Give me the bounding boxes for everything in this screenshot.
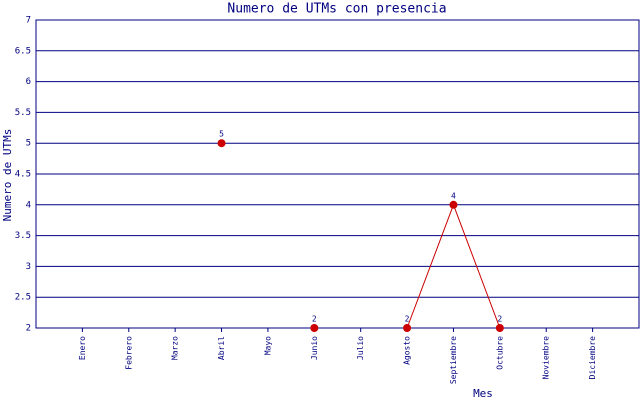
y-tick-label: 4.5 <box>15 170 31 180</box>
data-label: 2 <box>312 315 317 324</box>
data-label: 2 <box>497 315 502 324</box>
x-tick-label: Julio <box>356 336 365 360</box>
x-tick-label: Noviembre <box>542 336 551 380</box>
x-tick-label: Septiembre <box>449 336 458 384</box>
y-tick-label: 3.5 <box>15 231 31 241</box>
data-point <box>403 324 412 332</box>
x-tick-label: Mayo <box>263 336 272 355</box>
data-point <box>495 324 504 332</box>
y-tick-label: 6.5 <box>15 46 31 56</box>
x-tick-label: Abril <box>217 336 226 360</box>
data-label: 5 <box>219 130 224 139</box>
y-tick-label: 5.5 <box>15 108 31 118</box>
chart-title: Numero de UTMs con presencia <box>227 2 446 17</box>
x-tick-label: Diciembre <box>588 336 597 380</box>
data-point <box>310 324 319 332</box>
y-tick-label: 2.5 <box>15 293 31 303</box>
data-label: 2 <box>405 315 410 324</box>
y-tick-label: 4 <box>26 200 31 210</box>
x-tick-label: Febrero <box>124 336 133 370</box>
data-label: 4 <box>451 191 456 200</box>
y-tick-label: 2 <box>26 324 31 334</box>
x-tick-label: Marzo <box>171 336 180 360</box>
x-tick-label: Octubre <box>495 336 504 370</box>
x-tick-label: Junio <box>310 336 319 360</box>
y-axis-label: Numero de UTMs <box>1 129 14 222</box>
y-tick-label: 6 <box>26 77 31 87</box>
data-point <box>217 139 226 148</box>
y-tick-label: 7 <box>26 16 31 26</box>
x-tick-label: Enero <box>78 336 87 360</box>
x-tick-label: Agosto <box>403 336 412 365</box>
y-tick-label: 5 <box>26 139 31 149</box>
x-axis-label: Mes <box>473 387 493 400</box>
data-point <box>449 200 458 209</box>
y-tick-label: 3 <box>26 262 31 272</box>
